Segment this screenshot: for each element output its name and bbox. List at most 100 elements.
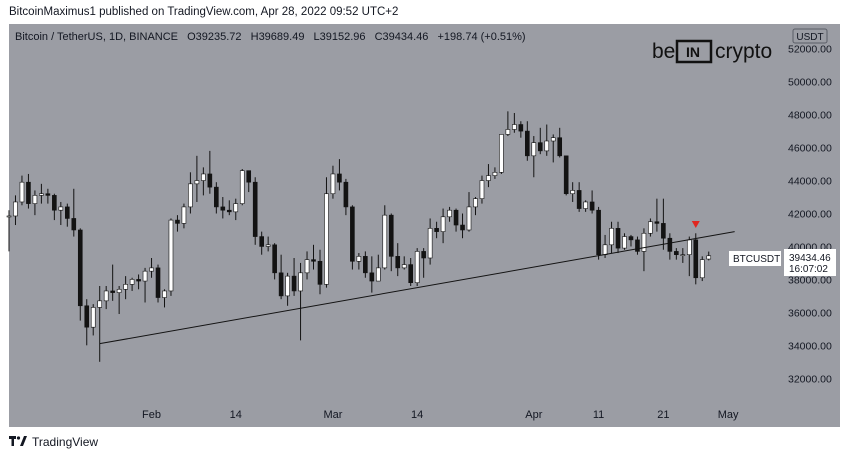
candle	[499, 134, 504, 174]
price-tick-label: 34000.00	[788, 340, 832, 352]
time-tick-label: 14	[411, 409, 423, 421]
time-tick-label: 14	[230, 409, 242, 421]
candle	[311, 244, 316, 270]
candle-body	[201, 173, 206, 181]
candle	[214, 182, 219, 214]
candle-body	[654, 221, 660, 224]
candle-body	[648, 221, 653, 234]
price-tick-label: 44000.00	[788, 176, 832, 188]
candle-body	[382, 214, 388, 269]
time-tick-label: Apr	[525, 409, 542, 421]
candle	[226, 200, 232, 216]
candle-body	[110, 290, 115, 293]
footer-brand[interactable]: TradingView	[32, 434, 99, 449]
candle-body	[246, 170, 252, 183]
candle-body	[492, 172, 498, 176]
candle-body	[77, 229, 83, 307]
candle-body	[304, 259, 310, 274]
candle-body	[401, 264, 407, 269]
candle	[369, 256, 375, 293]
candle-body	[19, 181, 25, 203]
watermark-crypto: crypto	[715, 40, 772, 63]
candle	[388, 213, 394, 272]
candle-body	[434, 228, 439, 232]
candle-body	[337, 173, 342, 183]
candle-body	[285, 275, 290, 297]
candle	[570, 182, 575, 202]
candle-body	[129, 279, 135, 285]
time-axis-ticks: Feb 14 Mar 14 Apr 11 21 May	[142, 409, 739, 421]
watermark-be: be	[652, 40, 675, 63]
time-tick-label: Feb	[142, 409, 161, 421]
candle-body	[356, 256, 362, 262]
candle-body	[168, 219, 174, 292]
trendline	[99, 231, 735, 345]
candle-body	[596, 209, 601, 255]
candle	[304, 251, 310, 280]
candle	[382, 205, 388, 270]
candle	[531, 136, 537, 178]
candle-body	[453, 209, 459, 226]
candle	[466, 192, 472, 232]
candle-body	[537, 142, 543, 152]
candle-body	[531, 142, 537, 157]
candle	[285, 272, 290, 306]
legend-symbol: Bitcoin / TetherUS, 1D, BINANCE	[15, 31, 178, 43]
candle	[252, 177, 258, 245]
time-tick-label: 21	[657, 409, 669, 421]
candle	[71, 188, 77, 237]
candle-body	[142, 270, 148, 282]
candle-body	[583, 201, 588, 209]
candle-body	[369, 272, 375, 282]
candle-body	[473, 198, 478, 208]
candle	[116, 286, 122, 315]
candle	[693, 233, 699, 285]
candle	[667, 233, 673, 260]
candle	[609, 221, 614, 254]
legend-low-value: 39152.96	[320, 31, 366, 43]
candle-body	[58, 206, 64, 211]
candle	[246, 170, 252, 193]
candle-body	[512, 124, 517, 130]
candle	[583, 200, 588, 212]
candle	[440, 208, 446, 244]
time-tick-label: Mar	[323, 409, 342, 421]
candle	[181, 203, 187, 229]
candle	[356, 253, 362, 270]
candle-body	[602, 244, 608, 255]
candle	[13, 195, 18, 226]
candle	[661, 198, 666, 250]
price-tick-label: 32000.00	[788, 373, 832, 385]
candle-body	[97, 300, 103, 308]
candle-body	[499, 134, 504, 173]
candle-body	[175, 219, 180, 224]
candle	[576, 182, 582, 212]
price-tick-label: 36000.00	[788, 307, 832, 319]
candle-body	[395, 256, 401, 269]
candle-body	[525, 130, 530, 157]
candle-body	[162, 290, 167, 298]
currency-badge[interactable]	[792, 28, 828, 44]
candle-body	[350, 206, 355, 262]
legend-close-value: 39434.46	[383, 31, 429, 43]
candle-body	[291, 275, 297, 292]
candle	[330, 165, 336, 199]
legend-open-value: 39235.72	[196, 31, 242, 43]
candle	[162, 289, 167, 308]
candle	[194, 155, 200, 202]
candle-body	[71, 218, 77, 231]
candle	[188, 172, 193, 214]
candle	[324, 177, 329, 288]
candle	[563, 155, 569, 196]
candle-body	[220, 206, 226, 211]
candle	[6, 210, 12, 252]
price-tag-symbol: BTCUSDT	[733, 254, 780, 265]
candle-body	[188, 183, 193, 208]
footer: TradingView	[9, 434, 98, 449]
candle	[401, 256, 407, 270]
price-tick-label: 52000.00	[788, 44, 832, 56]
candle	[278, 254, 284, 300]
candle-body	[421, 251, 426, 259]
candle	[414, 248, 420, 287]
candle	[239, 169, 245, 206]
